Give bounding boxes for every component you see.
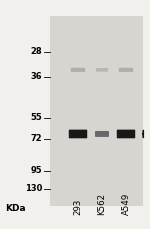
FancyBboxPatch shape	[69, 130, 87, 138]
FancyBboxPatch shape	[71, 68, 85, 72]
FancyBboxPatch shape	[95, 131, 109, 137]
FancyBboxPatch shape	[117, 130, 135, 138]
Text: 95: 95	[30, 166, 42, 175]
Text: KDa: KDa	[5, 204, 25, 213]
Text: K562: K562	[98, 193, 106, 215]
Bar	[50, 16, 143, 206]
FancyBboxPatch shape	[96, 68, 108, 72]
Text: 36: 36	[30, 72, 42, 81]
Text: 130: 130	[25, 184, 42, 194]
Text: 55: 55	[30, 113, 42, 123]
Text: 72: 72	[30, 134, 42, 143]
Text: 28: 28	[30, 47, 42, 56]
Text: A549: A549	[122, 193, 130, 215]
FancyBboxPatch shape	[119, 68, 133, 72]
Text: 293: 293	[74, 199, 82, 215]
